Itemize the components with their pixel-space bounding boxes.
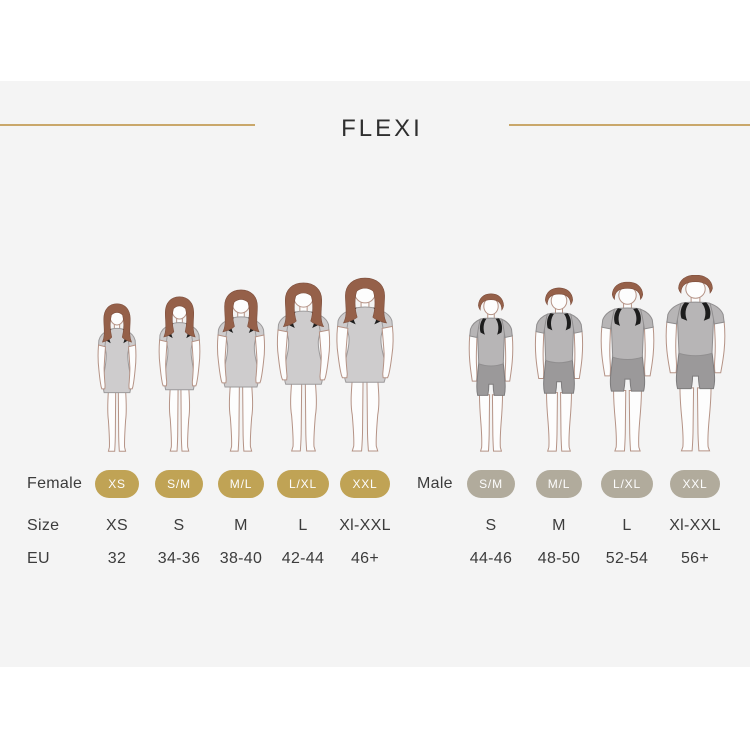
figure-male-l-xl bbox=[584, 280, 671, 453]
pill-female-sm: S/M bbox=[155, 470, 203, 498]
male-figure-illustration bbox=[455, 292, 527, 453]
figure-male-s-m bbox=[455, 292, 527, 453]
female-figure-illustration bbox=[144, 295, 215, 453]
pill-row: Female XS S/M M/L L/XL XXL Male S/M M/L … bbox=[20, 470, 729, 498]
size-female-1: XS bbox=[106, 517, 128, 534]
male-figure-illustration bbox=[520, 286, 598, 453]
label-size: Size bbox=[27, 517, 60, 534]
size-male-1: S bbox=[485, 517, 497, 534]
eu-row: EU 32 34-36 38-40 42-44 46+ 44-46 48-50 … bbox=[20, 547, 729, 571]
label-male: Male bbox=[417, 475, 453, 492]
size-female-5: Xl-XXL bbox=[339, 517, 391, 534]
eu-female-1: 32 bbox=[107, 550, 127, 567]
size-female-4: L bbox=[298, 517, 308, 534]
size-row: Size XS S M L Xl-XXL S M L Xl-XXL bbox=[20, 514, 729, 538]
pill-female-ml: M/L bbox=[217, 470, 265, 498]
pill-male-ml: M/L bbox=[535, 470, 583, 498]
figure-female-m-l bbox=[200, 288, 282, 453]
size-male-2: M bbox=[552, 517, 566, 534]
pill-female-xs: XS bbox=[95, 470, 139, 498]
eu-male-4: 56+ bbox=[680, 550, 710, 567]
female-figure-illustration bbox=[258, 281, 349, 453]
eu-male-3: 52-54 bbox=[605, 550, 649, 567]
size-male-3: L bbox=[622, 517, 632, 534]
figure-female-s-m bbox=[144, 295, 215, 453]
eu-male-2: 48-50 bbox=[537, 550, 581, 567]
pill-male-xxl: XXL bbox=[670, 470, 720, 498]
figure-male-m-l bbox=[520, 286, 598, 453]
eu-female-3: 38-40 bbox=[219, 550, 263, 567]
pill-male-lxl: L/XL bbox=[601, 470, 653, 498]
figure-male-xxl bbox=[647, 273, 744, 453]
pill-female-lxl: L/XL bbox=[277, 470, 329, 498]
male-figure-illustration bbox=[584, 280, 671, 453]
female-figure-illustration bbox=[316, 276, 414, 453]
gold-rule-right bbox=[509, 124, 750, 126]
pill-male-sm: S/M bbox=[467, 470, 515, 498]
eu-female-2: 34-36 bbox=[157, 550, 201, 567]
gold-rule-left bbox=[0, 124, 255, 126]
female-figure-illustration bbox=[84, 302, 150, 453]
size-female-2: S bbox=[173, 517, 185, 534]
figure-female-xxl bbox=[316, 276, 414, 453]
eu-male-1: 44-46 bbox=[469, 550, 513, 567]
label-eu: EU bbox=[27, 550, 50, 567]
eu-female-4: 42-44 bbox=[281, 550, 325, 567]
page-title: FLEXI bbox=[341, 115, 423, 142]
size-male-4: Xl-XXL bbox=[669, 517, 721, 534]
pill-female-xxl: XXL bbox=[340, 470, 390, 498]
eu-female-5: 46+ bbox=[350, 550, 380, 567]
size-female-3: M bbox=[234, 517, 248, 534]
male-figure-illustration bbox=[647, 273, 744, 453]
figure-female-xs bbox=[84, 302, 150, 453]
label-female: Female bbox=[27, 475, 83, 492]
figure-female-l-xl bbox=[258, 281, 349, 453]
female-figure-illustration bbox=[200, 288, 282, 453]
